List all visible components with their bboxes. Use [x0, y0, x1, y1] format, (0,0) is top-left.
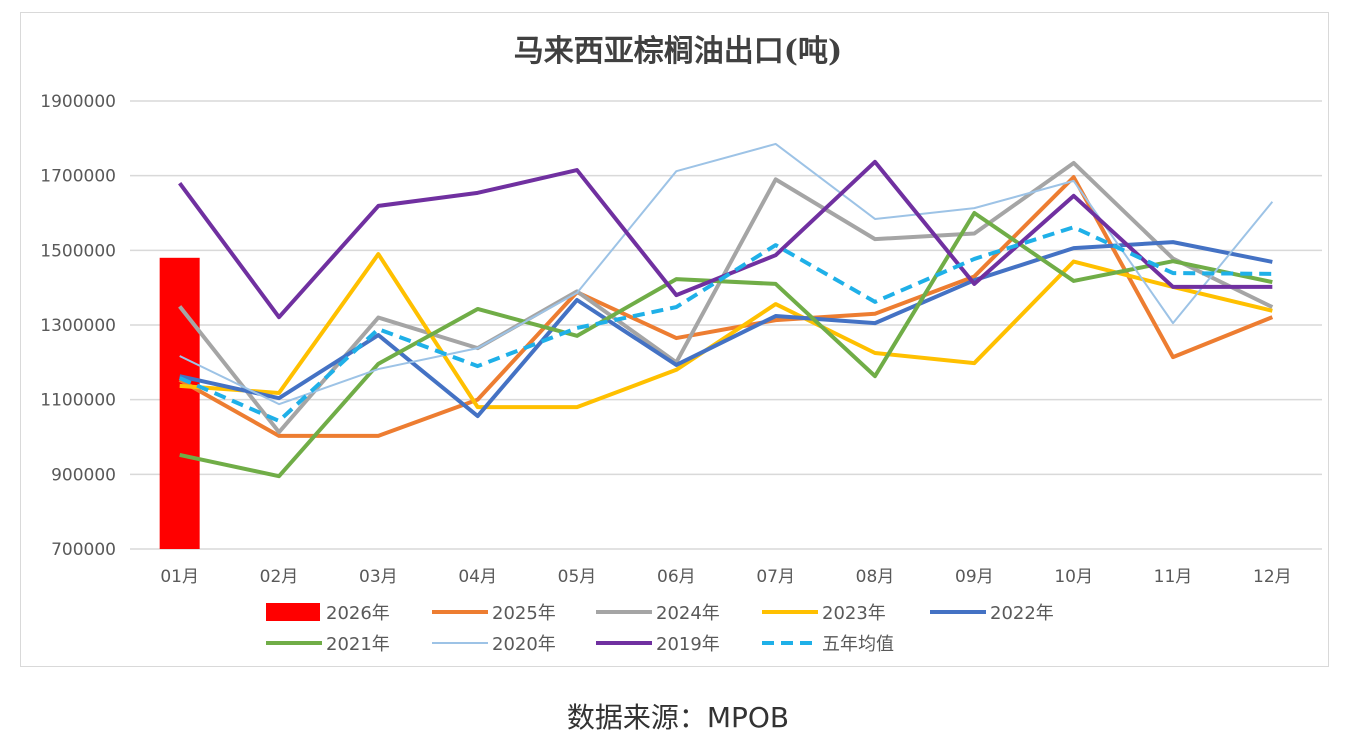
y-tick-label: 1500000 [40, 241, 116, 261]
x-tick-label: 08月 [856, 567, 895, 587]
x-tick-label: 05月 [558, 567, 597, 587]
x-tick-label: 09月 [955, 567, 994, 587]
legend-label: 五年均值 [822, 634, 894, 655]
bar-2026年 [159, 257, 200, 549]
x-tick-label: 11月 [1154, 567, 1193, 587]
y-tick-label: 1700000 [40, 167, 116, 187]
series-line-五年均值 [178, 225, 1273, 423]
x-tick-label: 04月 [458, 567, 497, 587]
y-tick-label: 900000 [51, 465, 116, 485]
legend-label: 2022年 [990, 603, 1054, 624]
y-tick-label: 1100000 [40, 391, 116, 411]
x-tick-label: 07月 [756, 567, 795, 587]
series-line-2024年 [178, 160, 1274, 435]
y-tick-label: 1300000 [40, 316, 116, 336]
x-tick-label: 01月 [160, 567, 199, 587]
legend-label: 2023年 [822, 603, 886, 624]
x-tick-label: 03月 [359, 567, 398, 587]
x-tick-label: 12月 [1253, 567, 1292, 587]
y-tick-label: 1900000 [40, 92, 116, 112]
source-caption: 数据来源：MPOB [566, 701, 790, 734]
legend-label: 2019年 [656, 634, 720, 655]
x-tick-label: 10月 [1054, 567, 1093, 587]
legend-swatch [266, 603, 320, 621]
chart-title: 马来西亚棕榈油出口(吨) [513, 34, 843, 69]
legend-label: 2025年 [492, 603, 556, 624]
legend-label: 2026年 [326, 603, 390, 624]
series-line-2020年 [179, 142, 1274, 406]
legend-label: 2021年 [326, 634, 390, 655]
series-line-2021年 [179, 211, 1273, 479]
y-tick-label: 700000 [51, 540, 116, 560]
legend-label: 2024年 [656, 603, 720, 624]
series-line-2023年 [179, 252, 1273, 410]
x-tick-label: 02月 [260, 567, 299, 587]
chart-frame [20, 12, 1329, 667]
legend-label: 2020年 [492, 634, 556, 655]
x-tick-label: 06月 [657, 567, 696, 587]
series-line-2025年 [178, 175, 1274, 438]
